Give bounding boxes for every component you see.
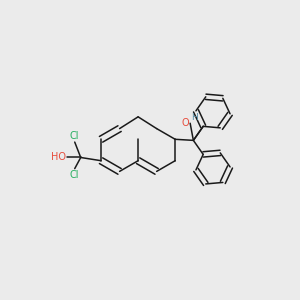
Text: HO: HO [51, 152, 66, 162]
Text: O: O [182, 118, 190, 128]
Text: H: H [191, 113, 198, 122]
Text: Cl: Cl [70, 170, 80, 180]
Text: Cl: Cl [70, 131, 80, 141]
